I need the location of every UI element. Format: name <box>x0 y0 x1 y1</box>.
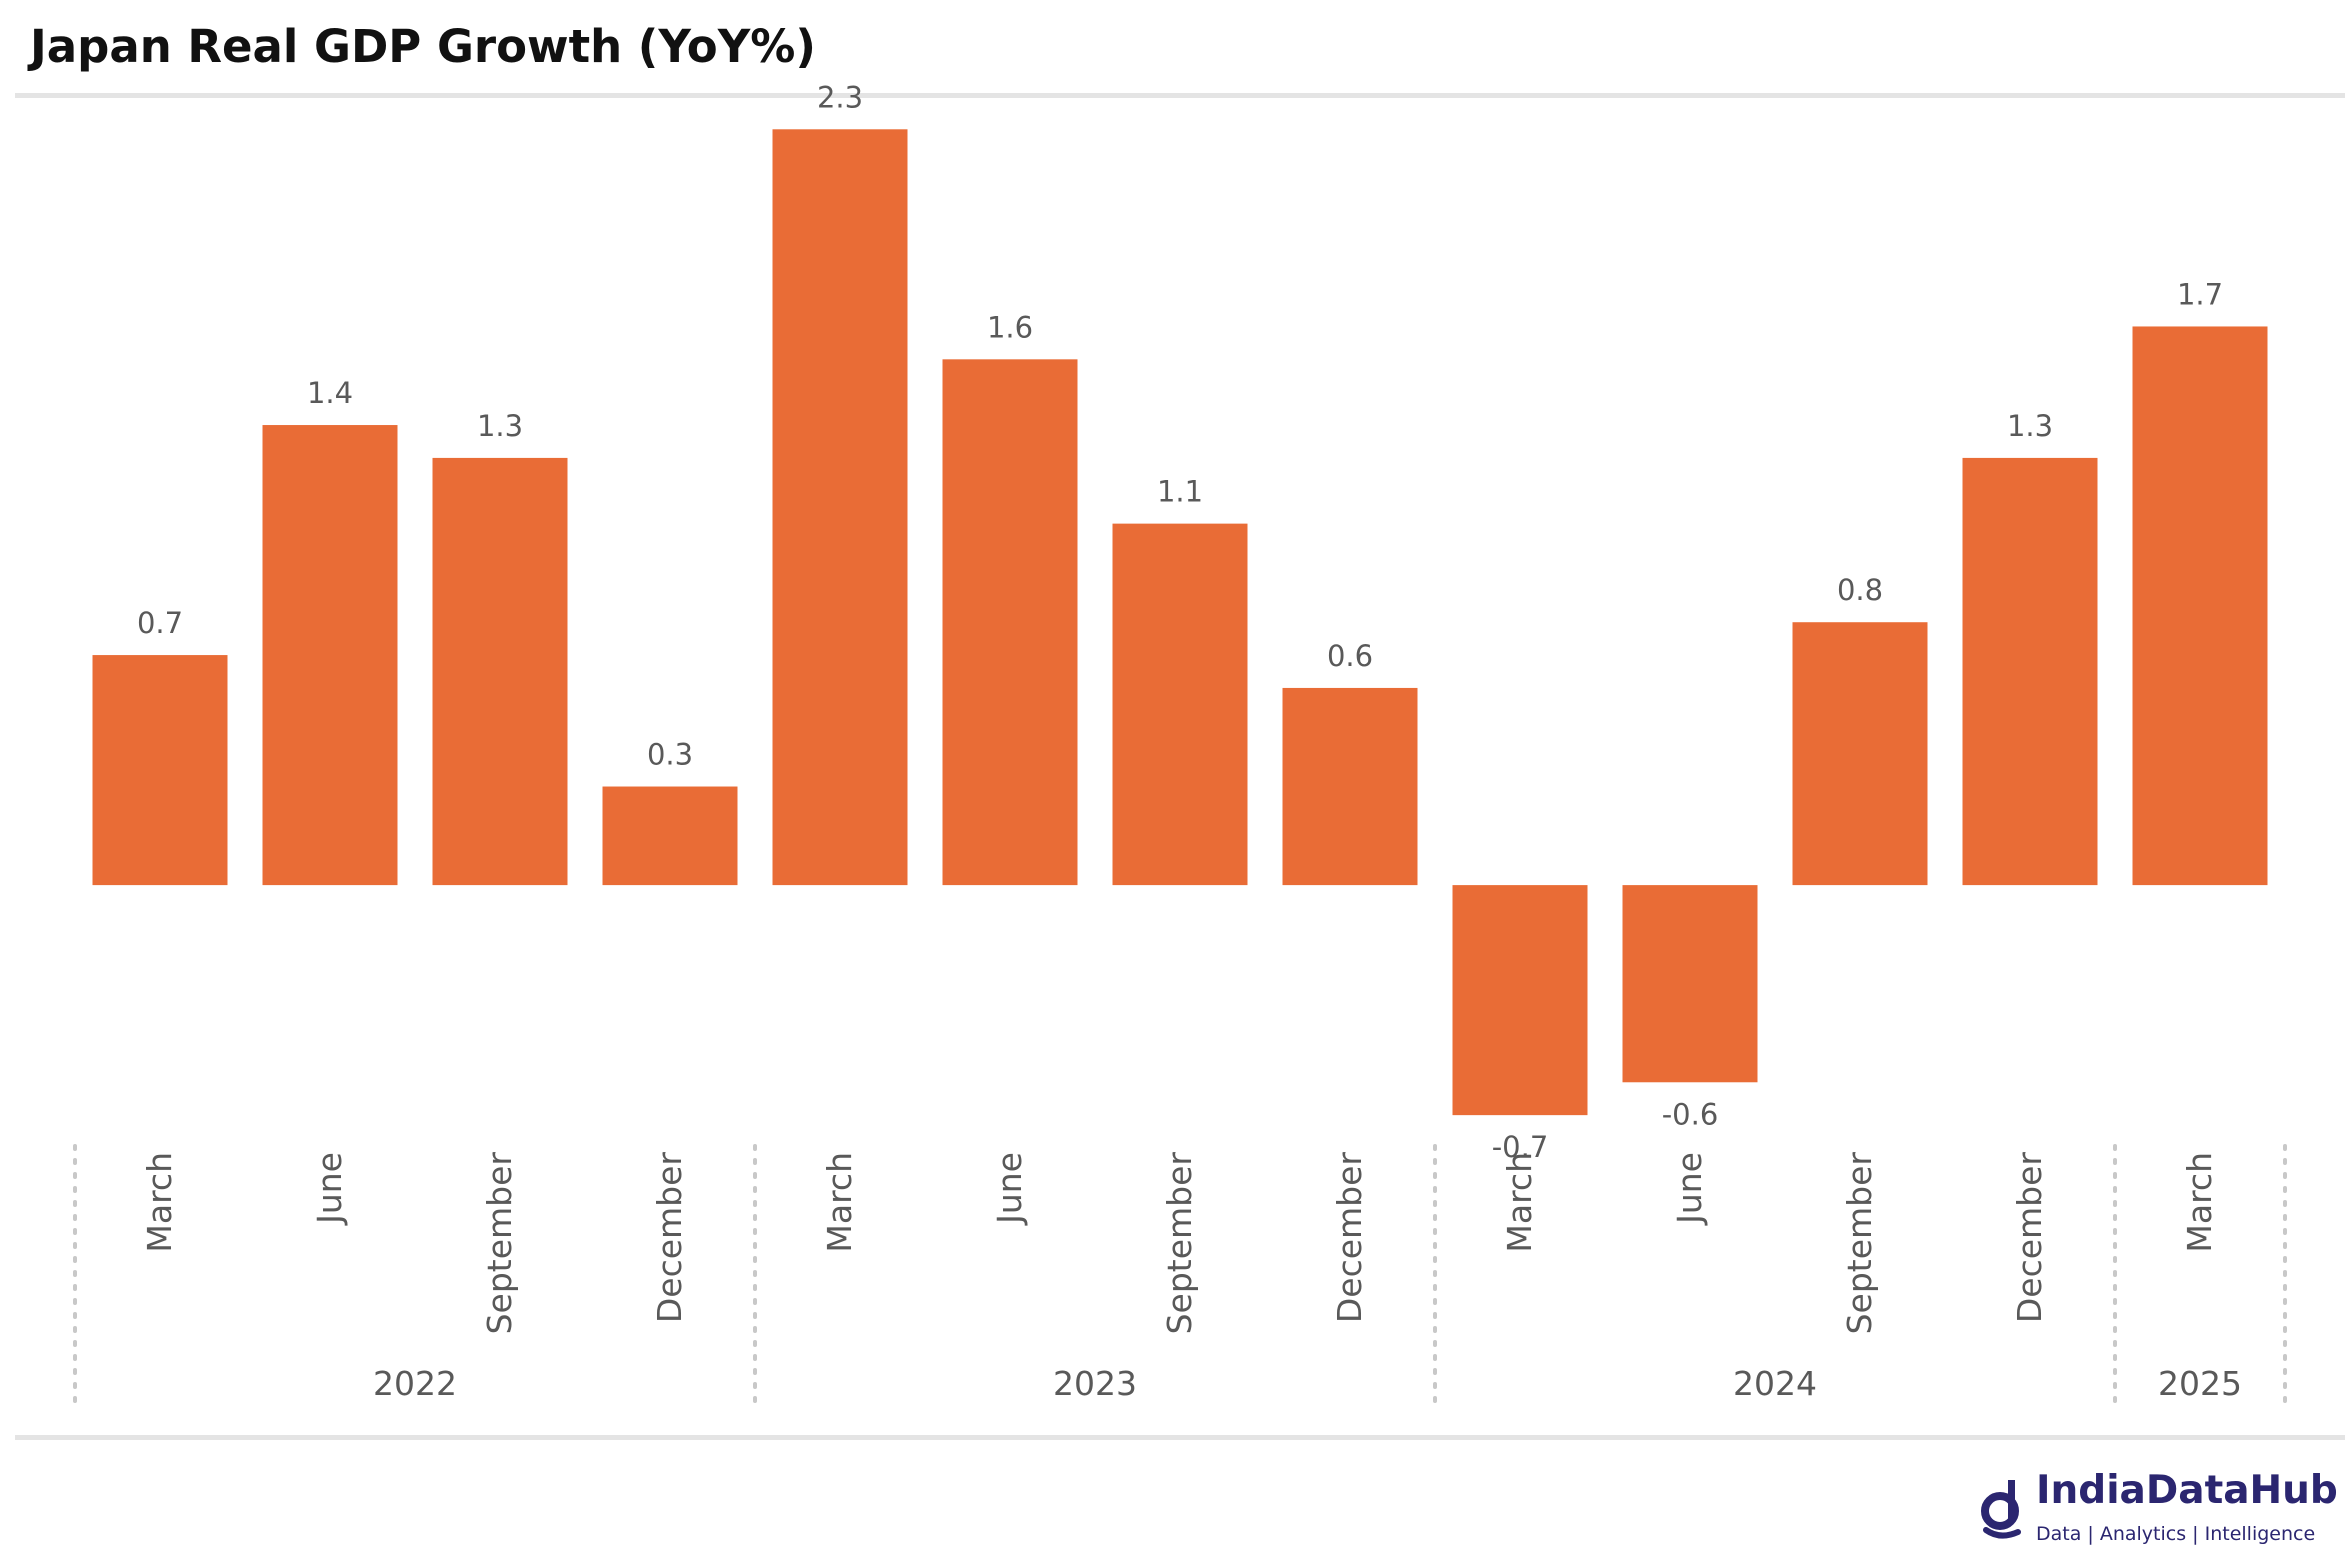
bar-value-label: 1.3 <box>2007 409 2053 443</box>
bar-value-label: 0.8 <box>1837 573 1883 607</box>
bars-layer <box>92 129 2268 1116</box>
x-tick-label: September <box>1840 1152 1879 1335</box>
bar-value-label: 1.4 <box>307 376 353 410</box>
bar <box>2132 326 2268 886</box>
chart-title: Japan Real GDP Growth (YoY%) <box>30 20 816 73</box>
bar-value-label: 1.1 <box>1157 475 1203 509</box>
bar-value-label: 1.3 <box>477 409 523 443</box>
year-group-label: 2025 <box>2158 1364 2242 1403</box>
bar-value-label: 1.6 <box>987 310 1033 344</box>
bar-chart: 0.7 1.4 1.3 0.3 2.3 1.6 1.1 0.6 -0.7 -0.6 0.8 1.3 1.… <box>73 80 2287 1414</box>
bar-value-label: 0.7 <box>137 606 183 640</box>
x-tick-label: September <box>480 1152 519 1335</box>
bar <box>602 786 738 886</box>
bar <box>92 655 228 886</box>
year-separators-layer <box>73 1144 2287 1414</box>
bar <box>1792 622 1928 886</box>
bar-value-label: 0.6 <box>1327 639 1373 673</box>
x-tick-label: June <box>310 1152 349 1226</box>
title-divider <box>15 93 2345 98</box>
bar <box>1452 885 1588 1116</box>
bar-value-label: 0.3 <box>647 738 693 772</box>
bar <box>262 425 398 886</box>
value-labels-layer: 0.7 1.4 1.3 0.3 2.3 1.6 1.1 0.6 -0.7 -0.6 0.8 1.3 1.… <box>137 80 2223 1164</box>
category-labels-layer: March June September December March June Septe… <box>140 1152 2219 1335</box>
bar-value-label: 2.3 <box>817 80 863 114</box>
year-group-label: 2022 <box>373 1364 457 1403</box>
brand-tagline: Data | Analytics | Intelligence <box>2036 1523 2316 1545</box>
x-tick-label: September <box>1160 1152 1199 1335</box>
x-tick-label: March <box>820 1152 859 1253</box>
india-data-hub-logo-icon <box>1981 1480 2021 1539</box>
x-tick-label: March <box>1500 1152 1539 1253</box>
x-tick-label: June <box>990 1152 1029 1226</box>
bar <box>1282 687 1418 886</box>
bar <box>1622 885 1758 1083</box>
brand-logo: IndiaDataHub Data | Analytics | Intellig… <box>1978 1468 2338 1558</box>
year-group-label: 2024 <box>1733 1364 1817 1403</box>
bar-value-label: -0.7 <box>1492 1130 1549 1164</box>
year-group-label: 2023 <box>1053 1364 1137 1403</box>
x-tick-label: December <box>650 1152 689 1324</box>
bar <box>1962 457 2098 886</box>
bar <box>772 129 908 886</box>
bar <box>1112 523 1248 886</box>
x-tick-label: June <box>1670 1152 1709 1226</box>
bar <box>432 457 568 886</box>
brand-name: IndiaDataHub <box>2036 1468 2338 1513</box>
x-tick-label: March <box>140 1152 179 1253</box>
x-tick-label: December <box>2010 1152 2049 1324</box>
footer-divider <box>15 1435 2345 1440</box>
year-labels-layer: 2022 2023 2024 2025 <box>373 1364 2242 1403</box>
bar-value-label: 1.7 <box>2177 277 2223 311</box>
bar <box>942 359 1078 886</box>
x-tick-label: December <box>1330 1152 1369 1324</box>
bar-value-label: -0.6 <box>1662 1097 1719 1131</box>
x-tick-label: March <box>2180 1152 2219 1253</box>
